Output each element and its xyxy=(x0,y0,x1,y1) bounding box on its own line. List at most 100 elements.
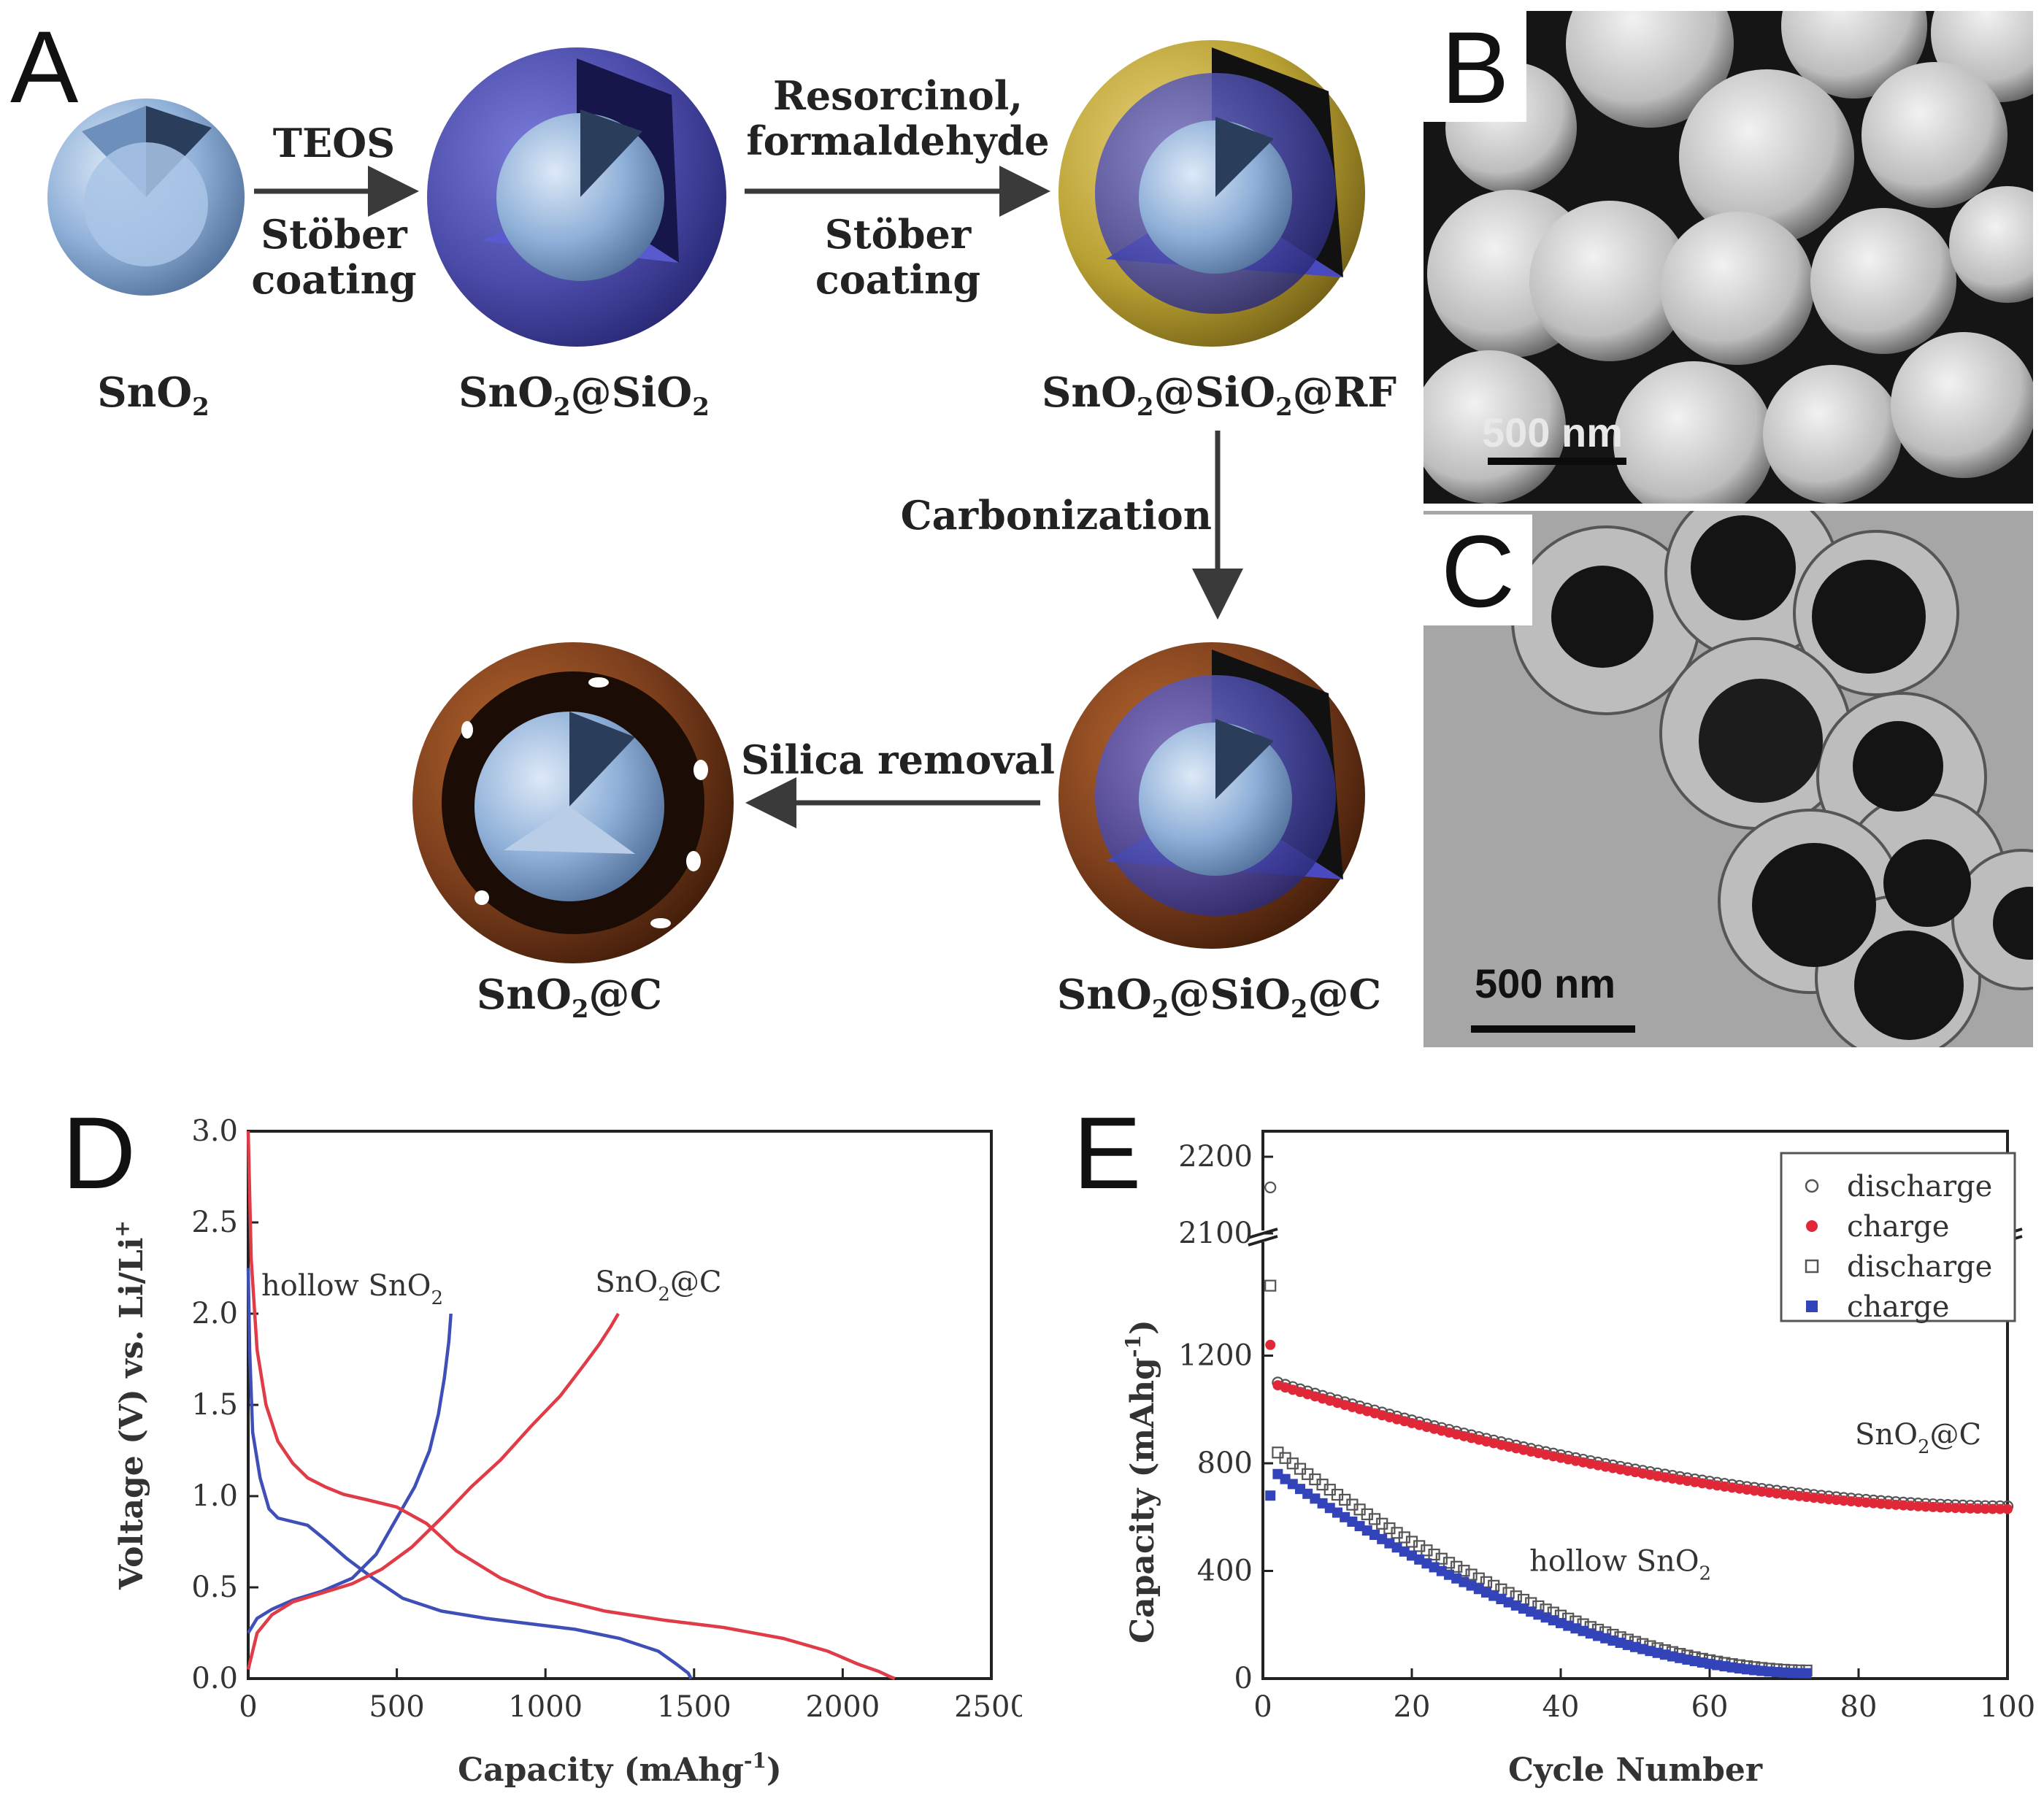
data-point-e xyxy=(1786,1490,1797,1501)
x-tick-label-e: 40 xyxy=(1542,1690,1580,1724)
scale-label-c: 500 nm xyxy=(1475,960,1615,1006)
x-axis-label-d: Capacity (mAhg-1) xyxy=(458,1749,782,1789)
data-point-e xyxy=(1719,1481,1730,1492)
plot-frame-e xyxy=(1261,1130,2009,1680)
annotation-hollow-sno2-e: hollow SnO2 xyxy=(1529,1545,1711,1585)
annotation-sno2c-e: SnO2@C xyxy=(1855,1418,1981,1458)
y-axis-label-e-text: Capacity (mAhg xyxy=(1124,1357,1161,1644)
data-point-e xyxy=(2002,1503,2013,1514)
caption-m4-mid: @SiO xyxy=(1169,971,1291,1019)
data-point-e xyxy=(1749,1485,1760,1496)
data-point-e xyxy=(1764,1487,1775,1498)
annotation-hollow-sno2-d: hollow SnO2 xyxy=(261,1269,443,1309)
y-tick-label-d: 0.5 xyxy=(191,1571,238,1604)
annotation-d1-text: hollow SnO xyxy=(261,1269,431,1303)
caption-sno2-sio2-rf: SnO2@SiO2@RF xyxy=(1022,369,1416,422)
sphere-sno2-sio2 xyxy=(427,47,726,347)
x-tick-label-d: 2000 xyxy=(806,1690,880,1724)
panel-label-e: E xyxy=(1073,1095,1142,1210)
caption-sno2-sio2-c: SnO2@SiO2@C xyxy=(1029,971,1409,1024)
series-line-d xyxy=(246,1130,896,1681)
y-axis-label-e-sup: -1 xyxy=(1121,1335,1145,1357)
cycling-chart: 0 20 40 60 80 100 0 400 800 1200 2100 2200 discharge… xyxy=(1121,1130,2035,1789)
panel-label-d: D xyxy=(62,1095,137,1210)
data-point-e xyxy=(1943,1502,1953,1513)
data-point-e xyxy=(1265,1339,1276,1350)
data-point-e xyxy=(1435,1552,1448,1565)
x-tick-label-d: 500 xyxy=(369,1690,424,1724)
x-axis-label-e: Cycle Number xyxy=(1508,1752,1763,1789)
data-point-e xyxy=(1875,1498,1886,1509)
data-point-e xyxy=(1458,1565,1470,1577)
data-point-e xyxy=(1480,1576,1493,1588)
x-tick-label-e: 80 xyxy=(1840,1690,1878,1724)
caption-m3-mid: @SiO xyxy=(1153,369,1276,417)
data-point-e xyxy=(1264,1279,1277,1292)
data-point-e xyxy=(1957,1503,1968,1514)
data-point-e xyxy=(1442,1557,1456,1569)
data-point-e xyxy=(1726,1482,1737,1493)
caption-m2-sub1: 2 xyxy=(553,393,571,423)
data-point-e xyxy=(1465,1568,1478,1581)
y-tick-label-e-upper: 2100 xyxy=(1178,1217,1253,1250)
data-point-e xyxy=(1771,1488,1782,1499)
step-rf-bottom: Stöber coating xyxy=(815,211,981,304)
annotation-e2-sub: 2 xyxy=(1699,1563,1712,1585)
caption-m4-base: SnO xyxy=(1056,971,1152,1019)
annotation-e1-sub: 2 xyxy=(1918,1436,1930,1458)
data-point-e xyxy=(1994,1503,2005,1514)
sphere-sno2-c xyxy=(412,642,734,963)
caption-sno2-sub: 2 xyxy=(192,393,210,423)
data-point-e xyxy=(1898,1500,1909,1511)
panel-label-a: A xyxy=(10,9,79,124)
annotation-d2-sub: 2 xyxy=(658,1284,670,1306)
data-point-e xyxy=(1980,1503,1991,1514)
y-tick-label-d: 1.5 xyxy=(191,1388,238,1422)
data-point-e xyxy=(1891,1499,1901,1510)
step-teos-bottom: Stöber coating xyxy=(251,211,417,304)
y-tick-label-e-upper: 2200 xyxy=(1178,1140,1253,1174)
caption-sno2-c: SnO2@C xyxy=(453,971,686,1024)
y-tick-label-d: 2.0 xyxy=(191,1297,238,1330)
sem-spheres xyxy=(1424,11,2033,504)
caption-m3-base: SnO xyxy=(1041,369,1137,417)
data-point-e xyxy=(1756,1486,1767,1497)
data-point-e xyxy=(1972,1503,1983,1514)
y-axis-label-d: Voltage (V) vs. Li/Li+ xyxy=(110,1220,150,1590)
data-point-e xyxy=(1853,1496,1864,1507)
annotation-sno2c-d: SnO2@C xyxy=(595,1266,721,1306)
step-silica-removal: Silica removal xyxy=(740,736,1056,783)
x-tick-label-e: 60 xyxy=(1691,1690,1729,1724)
caption-sno2-sio2: SnO2@SiO2 xyxy=(431,369,737,422)
y-tick-label-e: 400 xyxy=(1197,1555,1253,1588)
data-point-e xyxy=(1779,1489,1789,1500)
data-point-e xyxy=(1928,1501,1938,1512)
data-point-e xyxy=(1935,1502,1946,1513)
annotation-d2-end: @C xyxy=(670,1266,722,1299)
data-point-e xyxy=(1265,1490,1276,1501)
step-rf-top: Resorcinol, formaldehyde xyxy=(746,72,1050,165)
y-tick-label-e: 800 xyxy=(1197,1446,1253,1480)
panel-label-b: B xyxy=(1424,11,1527,122)
data-point-e xyxy=(1801,1492,1812,1503)
x-tick-label-d: 2500 xyxy=(954,1690,1022,1724)
y-tick-label-d: 3.0 xyxy=(191,1114,238,1148)
data-point-e xyxy=(1913,1501,1924,1511)
annotation-e2-text: hollow SnO xyxy=(1529,1545,1699,1579)
scale-label-b: 500 nm xyxy=(1482,409,1623,455)
x-tick-label-e: 20 xyxy=(1394,1690,1431,1724)
sem-micrograph: B 500 nm xyxy=(1424,11,2033,504)
annotation-e1-end: @C xyxy=(1930,1418,1982,1452)
caption-m3-sub1: 2 xyxy=(1136,393,1154,423)
legend-marker-e xyxy=(1805,1259,1819,1274)
series-line-d xyxy=(246,1268,693,1680)
data-point-e xyxy=(1264,1181,1277,1194)
annotation-d1-sub: 2 xyxy=(431,1287,443,1309)
step-carbonization: Carbonization xyxy=(900,492,1212,539)
annotation-e1-text: SnO xyxy=(1855,1418,1918,1452)
data-point-e xyxy=(1734,1483,1745,1494)
data-point-e xyxy=(1808,1492,1819,1503)
x-axis-label-d-text: Capacity (mAhg xyxy=(458,1752,744,1789)
x-axis-label-d-sup: -1 xyxy=(744,1749,766,1773)
legend-label-e: discharge xyxy=(1847,1250,1992,1284)
